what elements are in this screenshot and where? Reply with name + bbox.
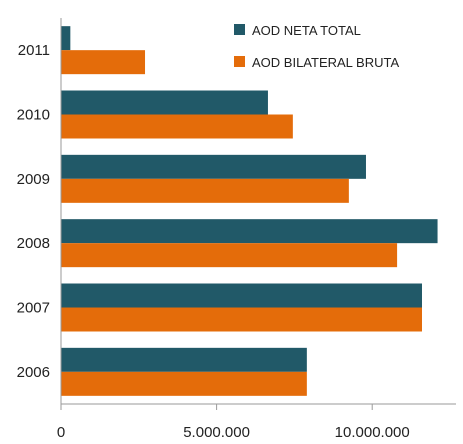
legend-swatch-1 [234,24,245,35]
bar-2006-series-2 [61,371,307,396]
bar-2009-series-2 [61,178,349,203]
category-label-2007: 2007 [17,300,50,317]
bar-2008-series-2 [61,243,398,268]
bar-2007-series-1 [61,283,422,308]
category-label-2006: 2006 [17,364,50,381]
category-label-2011: 2011 [18,42,50,59]
x-tick-label-0: 0 [57,424,65,441]
x-tick-label-1: 5.000.000 [183,424,250,441]
legend-label-2: AOD BILATERAL BRUTA [252,55,399,70]
legend-label-1: AOD NETA TOTAL [252,23,361,38]
category-label-2008: 2008 [17,235,50,252]
legend-swatch-2 [234,56,245,67]
bar-2007-series-2 [61,307,422,332]
bar-2011-series-2 [61,50,146,75]
category-label-2009: 2009 [17,171,50,188]
bar-2008-series-1 [61,219,438,244]
category-label-2010: 2010 [17,107,50,124]
bar-2010-series-1 [61,90,268,115]
x-tick-label-2: 10.000.000 [335,424,410,441]
bar-2006-series-1 [61,347,307,372]
bar-2009-series-1 [61,154,366,179]
bar-2011-series-1 [61,26,71,51]
bar-2010-series-2 [61,114,293,139]
